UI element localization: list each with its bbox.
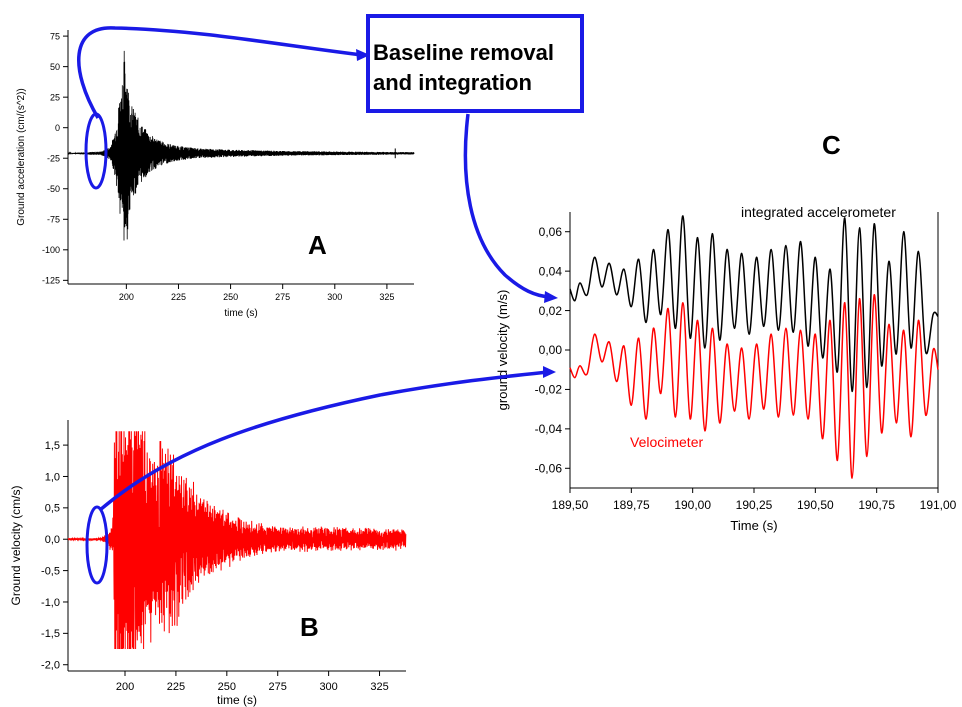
highlight-ellipse-a: [84, 112, 108, 190]
x-axis-label: time (s): [217, 693, 257, 707]
x-tick-label: 190,50: [797, 498, 834, 512]
y-tick-label: -50: [47, 184, 60, 194]
y-tick-label: -1,5: [41, 628, 60, 640]
x-tick-label: 191,00: [920, 498, 957, 512]
arrow-b-to-c: [98, 370, 549, 512]
x-tick-label: 200: [116, 681, 134, 693]
y-tick-label: 0: [55, 123, 60, 133]
chart-c-plot-area: 189,50 189,75 190,00 190,25 190,50 190,75 191,…: [495, 204, 957, 533]
x-tick-label: 300: [327, 292, 342, 302]
x-tick-label: 300: [319, 681, 337, 693]
y-tick-label: -0,04: [535, 422, 563, 436]
x-tick-label: 225: [171, 292, 186, 302]
y-tick-label: 0,02: [539, 304, 563, 318]
callout-line-1: Baseline removal: [373, 40, 554, 65]
arrowhead-a: [356, 49, 370, 61]
highlight-ellipse-b: [85, 505, 109, 585]
arrow-a-to-processing: [77, 26, 363, 119]
x-tick-label: 190,75: [858, 498, 895, 512]
y-tick-label: -25: [47, 153, 60, 163]
x-tick-label: 225: [167, 681, 185, 693]
x-tick-label: 190,25: [736, 498, 773, 512]
y-tick-label: -75: [47, 214, 60, 224]
y-tick-label: 0,06: [539, 225, 563, 239]
y-tick-label: -100: [42, 245, 60, 255]
y-tick-label: -125: [42, 275, 60, 285]
y-tick-label: 75: [50, 31, 60, 41]
y-tick-label: -0,06: [535, 461, 563, 475]
chart-b: 200 225 250 275 300 325 1,5 1,0 0,5 0,0 -0,5 -1,0 -1…: [9, 420, 407, 707]
y-tick-label: 0,5: [45, 503, 60, 515]
x-axis-label: time (s): [224, 308, 257, 319]
arrowhead-c: [544, 291, 558, 303]
x-tick-label: 325: [370, 681, 388, 693]
acceleration-series-line: [67, 50, 415, 241]
y-tick-label: 25: [50, 92, 60, 102]
y-axis-label: Ground acceleration (cm/(s^2)): [16, 88, 27, 226]
arrow-processing-to-c: [463, 113, 551, 299]
y-axis-label: ground velocity (m/s): [495, 290, 510, 411]
panel-label-c: C: [822, 130, 841, 160]
callout-line-2: and integration: [373, 70, 532, 95]
x-tick-label: 189,50: [552, 498, 589, 512]
chart-b-plot-area: 200 225 250 275 300 325 1,5 1,0 0,5 0,0 -0,5 -1,0 -1…: [9, 420, 407, 707]
x-tick-label: 275: [275, 292, 290, 302]
x-axis-label: Time (s): [730, 518, 777, 533]
panel-label-b: B: [300, 612, 319, 642]
velocimeter-line: [569, 294, 939, 479]
x-tick-label: 275: [269, 681, 287, 693]
x-tick-label: 200: [119, 292, 134, 302]
x-tick-label: 190,00: [674, 498, 711, 512]
y-tick-label: 0,0: [45, 534, 60, 546]
y-axis-label: Ground velocity (cm/s): [9, 485, 23, 605]
arrowhead-b: [543, 366, 556, 378]
chart-a: 200 225 250 275 300 3257550250-25-50-75-100-1…: [16, 30, 415, 319]
y-tick-label: 50: [50, 62, 60, 72]
x-tick-label: 250: [218, 681, 236, 693]
y-tick-label: -2,0: [41, 660, 60, 672]
series-label-velocimeter: Velocimeter: [630, 434, 703, 450]
annotation-layer: [77, 26, 558, 585]
series-label-integrated: integrated accelerometer: [741, 204, 896, 220]
integrated-accelerometer-line: [569, 215, 939, 393]
y-tick-label: 1,5: [45, 440, 60, 452]
y-tick-label: -1,0: [41, 597, 60, 609]
y-tick-label: -0,02: [535, 383, 563, 397]
panel-label-a: A: [308, 230, 327, 260]
y-tick-label: 0,00: [539, 343, 563, 357]
y-tick-label: 0,04: [539, 264, 563, 278]
x-tick-label: 189,75: [613, 498, 650, 512]
velocity-series-line: [67, 431, 407, 650]
y-tick-label: -0,5: [41, 565, 60, 577]
chart-c: 189,50 189,75 190,00 190,25 190,50 190,75 191,…: [495, 130, 957, 533]
x-tick-label: 325: [379, 292, 394, 302]
processing-callout-box: Baseline removal and integration: [366, 14, 584, 113]
chart-a-plot-area: 200 225 250 275 300 3257550250-25-50-75-100-1…: [16, 30, 415, 319]
x-tick-label: 250: [223, 292, 238, 302]
y-tick-label: 1,0: [45, 471, 60, 483]
